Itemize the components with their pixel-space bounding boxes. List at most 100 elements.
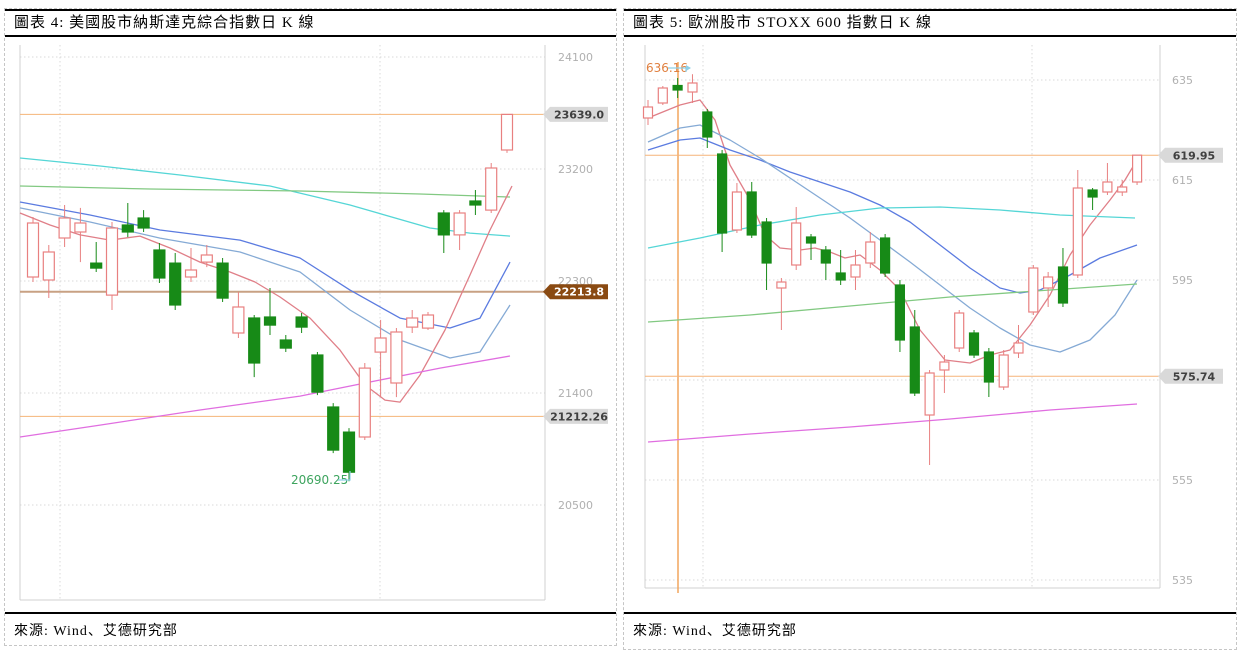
candle-body bbox=[924, 372, 935, 416]
figure-5-source: 來源: Wind、艾德研究部 bbox=[624, 612, 1236, 646]
candle-body bbox=[850, 264, 861, 278]
candle-body bbox=[437, 212, 450, 236]
candlestick bbox=[998, 350, 1009, 390]
candlestick bbox=[248, 315, 261, 378]
price-badge-label: 22213.8 bbox=[554, 286, 604, 299]
candlestick bbox=[469, 190, 482, 215]
price-badge bbox=[1158, 147, 1223, 163]
price-badge-label: 23639.0 bbox=[554, 108, 604, 121]
candle-body bbox=[939, 361, 950, 371]
candle-body bbox=[406, 317, 419, 328]
candle-body bbox=[835, 272, 846, 281]
candlestick bbox=[263, 288, 277, 335]
figure-4-source: 來源: Wind、艾德研究部 bbox=[5, 612, 616, 646]
candlestick bbox=[716, 150, 728, 252]
candlestick bbox=[642, 100, 654, 125]
annotation-connector bbox=[338, 471, 351, 481]
candle-body bbox=[1057, 266, 1069, 304]
axis-tick-label: 595 bbox=[1172, 274, 1193, 287]
candlestick bbox=[137, 210, 150, 232]
candlestick bbox=[983, 348, 995, 397]
candlestick bbox=[672, 78, 683, 98]
candle-body bbox=[983, 351, 995, 383]
candlestick bbox=[105, 222, 119, 310]
candle-body bbox=[1117, 186, 1128, 193]
candlestick bbox=[327, 403, 340, 454]
figure-4-title: 圖表 4: 美國股市納斯達克綜合指數日 K 線 bbox=[5, 9, 616, 37]
candlestick bbox=[657, 86, 668, 105]
ma-magenta bbox=[19, 355, 511, 438]
candlestick bbox=[791, 207, 802, 270]
candlestick bbox=[421, 312, 435, 330]
candlestick bbox=[42, 245, 55, 298]
candle-body bbox=[1028, 267, 1039, 313]
candlestick bbox=[1072, 170, 1083, 278]
candlestick bbox=[169, 253, 182, 310]
axis-tick-label: 23200 bbox=[558, 163, 593, 176]
candle-body bbox=[687, 82, 698, 93]
candle-body bbox=[58, 217, 71, 239]
ma-steelblue bbox=[19, 207, 511, 359]
candle-body bbox=[121, 224, 134, 233]
candle-body bbox=[105, 227, 119, 296]
ma-magenta bbox=[647, 403, 1138, 443]
candlestick bbox=[1028, 265, 1039, 315]
candlestick bbox=[1117, 180, 1128, 196]
candlestick bbox=[1102, 163, 1113, 195]
candlestick bbox=[1057, 248, 1069, 307]
candlestick bbox=[865, 232, 876, 268]
candle-body bbox=[1131, 154, 1143, 183]
candle-body bbox=[216, 262, 229, 299]
axis-tick-label: 535 bbox=[1172, 574, 1193, 587]
candle-body bbox=[746, 191, 757, 236]
candlestick bbox=[1013, 325, 1024, 358]
ma-steelblue bbox=[647, 124, 1138, 353]
candlestick bbox=[311, 352, 324, 396]
axis-tick-label: 635 bbox=[1172, 74, 1193, 87]
candlestick bbox=[358, 363, 371, 440]
candle-body bbox=[761, 221, 772, 264]
candlestick bbox=[909, 310, 920, 396]
candle-body bbox=[1102, 181, 1113, 193]
axis-tick-label: 615 bbox=[1172, 174, 1193, 187]
candlestick bbox=[232, 292, 245, 338]
candle-body bbox=[1072, 187, 1083, 276]
candlestick bbox=[968, 330, 980, 358]
candlestick bbox=[1087, 188, 1098, 210]
candle-body bbox=[909, 326, 920, 394]
candlestick bbox=[295, 313, 308, 333]
candle-body bbox=[776, 281, 787, 289]
price-badge bbox=[543, 408, 608, 424]
candle-body bbox=[74, 222, 87, 233]
candlestick bbox=[954, 310, 965, 352]
candle-body bbox=[26, 222, 40, 278]
candlestick bbox=[731, 183, 743, 233]
candle-body bbox=[248, 317, 261, 364]
price-badge bbox=[543, 284, 608, 300]
candle-body bbox=[865, 241, 876, 264]
candle-body bbox=[500, 113, 514, 151]
candle-body bbox=[184, 269, 198, 278]
candle-body bbox=[791, 222, 802, 266]
candle-body bbox=[894, 284, 906, 341]
axis-tick-label: 555 bbox=[1172, 474, 1193, 487]
axis-tick-label: 20500 bbox=[558, 499, 593, 512]
annotation-label: 636.16 bbox=[646, 61, 688, 75]
candlestick bbox=[216, 258, 229, 302]
figure-5-chart-cell: 635 615 595 555 535 619.95 575.74 636.16 bbox=[624, 37, 1236, 612]
candlestick bbox=[835, 250, 846, 285]
candlestick bbox=[879, 234, 891, 277]
candle-body bbox=[342, 431, 356, 473]
candle-body bbox=[90, 262, 103, 269]
candle-body bbox=[295, 316, 308, 328]
candle-body bbox=[327, 406, 340, 451]
candle-body bbox=[731, 191, 743, 231]
ma-green bbox=[19, 185, 511, 198]
candle-body bbox=[169, 262, 182, 306]
annotation-label: 20690.25 bbox=[291, 473, 348, 487]
candles-group bbox=[642, 74, 1143, 465]
stoxx600-candlestick-chart: 635 615 595 555 535 619.95 575.74 636.16 bbox=[642, 45, 1223, 593]
candlestick bbox=[776, 278, 787, 330]
candlestick bbox=[390, 328, 403, 398]
candlestick bbox=[1131, 154, 1143, 185]
